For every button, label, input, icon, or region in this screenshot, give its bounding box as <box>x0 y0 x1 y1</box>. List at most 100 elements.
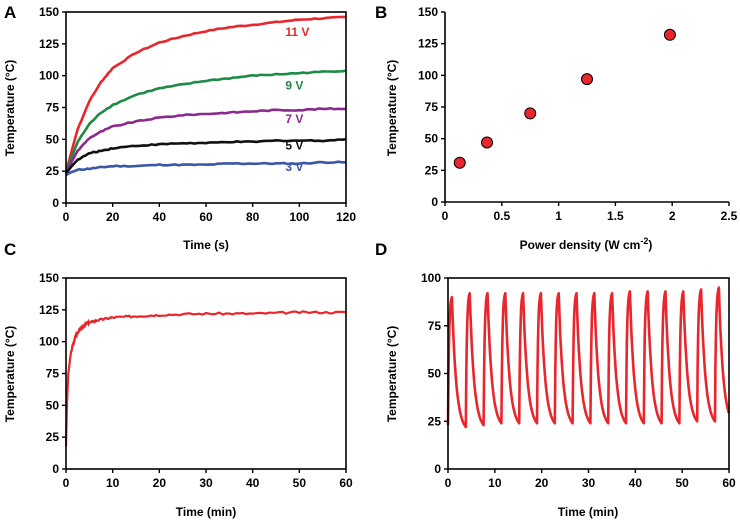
panel-b-y-tick-label-3: 75 <box>425 100 439 114</box>
panel-c-plot-frame <box>65 277 347 470</box>
panel-d-y-tick-label-0: 0 <box>434 462 441 476</box>
panel-a-y-axis-title: Temperature (°C) <box>3 60 17 157</box>
panel-d-x-tick-label-1: 10 <box>488 476 502 490</box>
panel-a-plot-frame <box>65 11 347 204</box>
panel-b-y-tick-label-6: 150 <box>418 5 438 19</box>
panel-c-series <box>64 310 347 447</box>
panel-a-temperature-vs-time-voltage: A 0 20 40 60 80 100 120 0 25 50 75 100 125 150 11 V 9 … <box>3 3 356 252</box>
panel-a-ticks: 0 20 40 60 80 100 120 0 25 50 75 100 125 150 <box>39 5 356 224</box>
panel-a-x-tick-label-1: 20 <box>106 210 120 224</box>
panel-a-x-axis-title: Time (s) <box>183 238 229 252</box>
panel-c-y-tick-label-4: 100 <box>39 335 59 349</box>
panel-letter-a: A <box>4 3 16 22</box>
panel-c-y-tick-label-2: 50 <box>46 398 60 412</box>
panel-c-y-tick-label-6: 150 <box>39 271 59 285</box>
panel-d-y-tick-label-4: 100 <box>421 271 441 285</box>
panel-d-cyclic-heating: D 0 10 20 30 40 50 60 0 25 50 75 100 Time (min) Tem… <box>375 240 736 519</box>
panel-a-y-tick-label-6: 150 <box>39 5 59 19</box>
panel-c-y-tick-label-5: 125 <box>39 303 59 317</box>
panel-c-x-axis-title: Time (min) <box>176 505 236 519</box>
panel-c-x-tick-label-4: 40 <box>246 476 260 490</box>
panel-a-line-5v <box>64 138 347 175</box>
panel-b-x-tick-label-3: 1.5 <box>607 209 624 223</box>
panel-a-series <box>64 15 347 177</box>
panel-a-line-9v <box>64 69 347 173</box>
panel-d-x-tick-label-3: 30 <box>582 476 596 490</box>
panel-d-x-tick-label-4: 40 <box>629 476 643 490</box>
panel-a-y-tick-label-3: 75 <box>46 101 60 115</box>
panel-d-y-tick-label-3: 75 <box>428 319 442 333</box>
panel-letter-b: B <box>375 3 387 22</box>
panel-b-y-tick-label-0: 0 <box>431 195 438 209</box>
panel-a-y-tick-label-2: 50 <box>46 132 60 146</box>
panel-b-y-tick-label-5: 125 <box>418 37 438 51</box>
panel-a-series-label-9v: 9 V <box>285 79 303 93</box>
panel-letter-d: D <box>375 240 387 259</box>
panel-a-y-tick-label-0: 0 <box>52 196 59 210</box>
panel-c-y-tick-label-3: 75 <box>46 367 60 381</box>
panel-a-line-3v <box>65 160 346 177</box>
panel-b-y-tick-label-4: 100 <box>418 68 438 82</box>
panel-b-y-axis-title: Temperature (°C) <box>385 60 399 157</box>
panel-c-long-term-heating: C 0 10 20 30 40 50 60 0 25 50 75 100 125 150 Time (mi… <box>3 240 353 519</box>
panel-b-ticks: 0 0.5 1 1.5 2 2.5 0 25 50 75 100 125 150 <box>418 5 738 223</box>
panel-d-y-axis-title: Temperature (°C) <box>385 326 399 423</box>
panel-a-series-labels: 11 V 9 V 7 V 5 V 3 V <box>285 25 309 174</box>
panel-d-line <box>446 286 731 429</box>
panel-d-series <box>446 286 731 429</box>
panel-a-x-tick-label-6: 120 <box>336 210 356 224</box>
panel-b-x-tick-label-1: 0.5 <box>493 209 510 223</box>
panel-b-point-0 <box>453 156 466 169</box>
panel-a-series-label-5v: 5 V <box>285 139 303 153</box>
panel-b-points <box>453 28 676 169</box>
panel-d-x-tick-label-5: 50 <box>675 476 689 490</box>
panel-c-x-tick-label-2: 20 <box>153 476 167 490</box>
panel-d-y-tick-label-2: 50 <box>428 367 442 381</box>
panel-a-y-tick-label-4: 100 <box>39 69 59 83</box>
panel-c-x-tick-label-5: 50 <box>293 476 307 490</box>
panel-c-y-tick-label-0: 0 <box>52 462 59 476</box>
panel-b-point-2 <box>524 107 537 120</box>
panel-c-y-axis-title: Temperature (°C) <box>3 326 17 423</box>
panel-c-y-tick-label-1: 25 <box>46 430 60 444</box>
panel-a-x-tick-label-0: 0 <box>63 210 70 224</box>
panel-b-x-axis-title-main: Power density (W cm <box>520 238 641 252</box>
panel-a-line-11v <box>64 15 347 173</box>
panel-b-point-1 <box>481 136 494 149</box>
panel-b-y-tick-label-1: 25 <box>425 163 439 177</box>
panel-b-x-tick-label-0: 0 <box>442 209 449 223</box>
panel-b-x-axis-title-end: ) <box>648 238 652 252</box>
panel-b-temperature-vs-power-density: B 0 0.5 1 1.5 2 2.5 0 25 50 75 100 125 150 Power den… <box>375 3 738 252</box>
panel-d-plot-frame <box>447 277 730 470</box>
panel-a-x-tick-label-5: 100 <box>289 210 309 224</box>
panel-a-y-tick-label-1: 25 <box>46 164 60 178</box>
panel-d-x-axis-title: Time (min) <box>558 505 618 519</box>
panel-b-axes <box>444 12 729 203</box>
panel-c-x-tick-label-1: 10 <box>106 476 120 490</box>
panel-a-x-tick-label-2: 40 <box>153 210 167 224</box>
panel-a-line-7v <box>64 106 347 175</box>
panel-d-x-tick-label-0: 0 <box>445 476 452 490</box>
panel-letter-c: C <box>4 240 16 259</box>
panel-a-series-label-11v: 11 V <box>285 25 309 39</box>
panel-a-x-tick-label-4: 80 <box>246 210 260 224</box>
panel-c-ticks: 0 10 20 30 40 50 60 0 25 50 75 100 125 150 <box>39 271 353 490</box>
panel-b-x-tick-label-5: 2.5 <box>721 209 738 223</box>
panel-b-y-tick-label-2: 50 <box>425 132 439 146</box>
panel-d-x-tick-label-6: 60 <box>722 476 736 490</box>
panel-c-x-tick-label-3: 30 <box>199 476 213 490</box>
panel-b-x-axis-title: Power density (W cm-2) <box>520 236 653 252</box>
panel-a-y-tick-label-5: 125 <box>39 37 59 51</box>
panel-a-x-tick-label-3: 60 <box>199 210 213 224</box>
panel-a-series-label-3v: 3 V <box>285 160 303 174</box>
panel-d-x-tick-label-2: 20 <box>535 476 549 490</box>
panel-b-point-3 <box>581 73 593 86</box>
panel-b-x-tick-label-4: 2 <box>669 209 676 223</box>
panel-c-line <box>64 310 347 447</box>
panel-c-x-tick-label-6: 60 <box>339 476 353 490</box>
panel-c-x-tick-label-0: 0 <box>63 476 70 490</box>
panel-b-x-tick-label-2: 1 <box>555 209 562 223</box>
panel-a-series-label-7v: 7 V <box>285 112 303 126</box>
panel-d-y-tick-label-1: 25 <box>428 414 442 428</box>
